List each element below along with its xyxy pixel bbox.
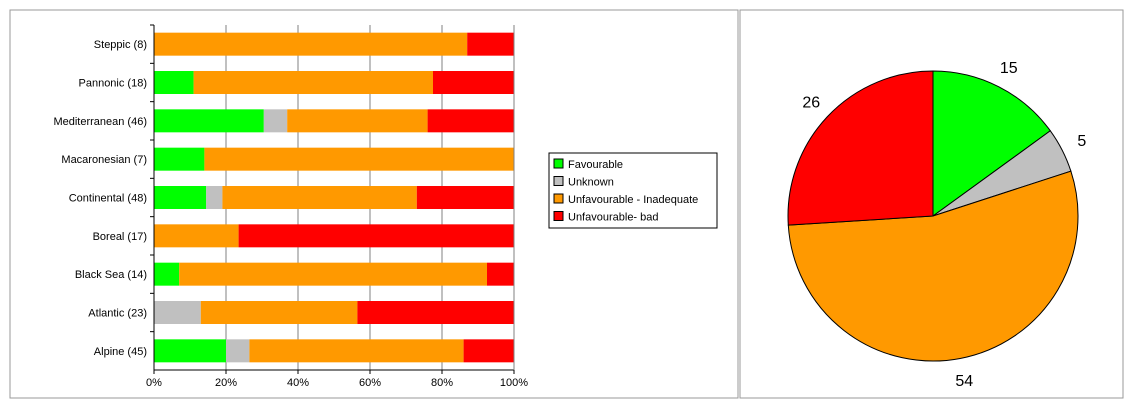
bar-segment-unfavourable-bad <box>357 301 514 324</box>
x-tick-label: 60% <box>359 377 381 389</box>
legend-swatch-favourable <box>553 158 564 169</box>
pie-slice-unfavourable-inadequate <box>787 170 1079 362</box>
bar-segment-favourable <box>154 339 226 363</box>
legend-label-unfavourable-bad: Unfavourable- bad <box>568 212 659 224</box>
pie-slice-favourable <box>932 70 1052 217</box>
legend-label-unknown: Unknown <box>568 177 614 189</box>
category-label: Mediterranean (46) <box>53 116 147 128</box>
x-tick-label: 40% <box>287 377 309 389</box>
bar-segment-unfavourable-bad <box>238 224 514 248</box>
bar-segment-unfavourable-inadequate <box>200 301 358 324</box>
x-tick-label: 80% <box>431 377 453 389</box>
category-label: Atlantic (23) <box>88 308 147 320</box>
bar-segment-unfavourable-inadequate <box>193 71 433 94</box>
category-label: Macaronesian (7) <box>61 154 147 166</box>
bar-segment-unknown <box>263 109 288 133</box>
pie-value-label: 15 <box>1000 60 1018 77</box>
bar-segment-favourable <box>154 262 180 286</box>
bar-segment-unfavourable-bad <box>467 32 514 56</box>
x-tick-label: 20% <box>215 377 237 389</box>
category-label: Continental (48) <box>69 193 147 205</box>
bar-segment-unknown <box>206 186 223 209</box>
category-label: Boreal (17) <box>93 231 147 243</box>
legend-swatch-unfavourable-inadequate <box>553 193 564 204</box>
category-label: Black Sea (14) <box>75 269 147 281</box>
bar-segment-favourable <box>154 71 194 94</box>
bar-segment-unfavourable-bad <box>487 262 514 286</box>
bar-segment-favourable <box>154 109 264 133</box>
category-label: Steppic (8) <box>94 39 147 51</box>
legend-label-favourable: Favourable <box>568 159 623 171</box>
bar-segment-unfavourable-bad <box>427 109 514 133</box>
legend-swatch-unfavourable-bad <box>553 211 564 221</box>
bar-segment-unfavourable-inadequate <box>204 147 514 171</box>
legend-swatch-unknown <box>553 176 564 186</box>
bar-segment-unfavourable-bad <box>416 186 514 209</box>
category-label: Pannonic (18) <box>79 78 148 90</box>
bar-segment-unfavourable-bad <box>433 71 514 94</box>
bar-segment-unfavourable-inadequate <box>222 186 417 209</box>
bar-plot-area: 0% 20% 40% 60% 80% 100% Steppic (8) Pannonic (1… <box>53 24 528 389</box>
bar-segment-favourable <box>154 186 207 209</box>
category-label: Alpine (45) <box>94 346 147 358</box>
x-tick-label: 100% <box>500 377 528 389</box>
bar-segment-unfavourable-bad <box>463 339 514 363</box>
bar-segment-unfavourable-inadequate <box>154 224 239 248</box>
pie-plot-area: 15 5 54 26 <box>787 60 1086 390</box>
bar-segment-unfavourable-inadequate <box>154 32 468 56</box>
bar-segment-unfavourable-inadequate <box>287 109 428 133</box>
pie-value-label: 5 <box>1077 133 1086 150</box>
pie-slice-unfavourable-bad <box>787 70 934 226</box>
bar-segment-unknown <box>154 301 201 324</box>
bar-segment-unfavourable-inadequate <box>249 339 464 363</box>
legend-label-unfavourable-inadequate: Unfavourable - Inadequate <box>568 194 698 206</box>
legend: Favourable Unknown Unfavourable - Inadequa… <box>548 152 718 229</box>
bar-segment-unfavourable-inadequate <box>179 262 487 286</box>
bar-segment-unknown <box>226 339 250 363</box>
bar-segment-favourable <box>154 147 205 171</box>
pie-value-label: 54 <box>955 373 973 390</box>
x-tick-label: 0% <box>146 377 162 389</box>
legend-box <box>548 152 718 229</box>
pie-value-label: 26 <box>802 95 820 112</box>
